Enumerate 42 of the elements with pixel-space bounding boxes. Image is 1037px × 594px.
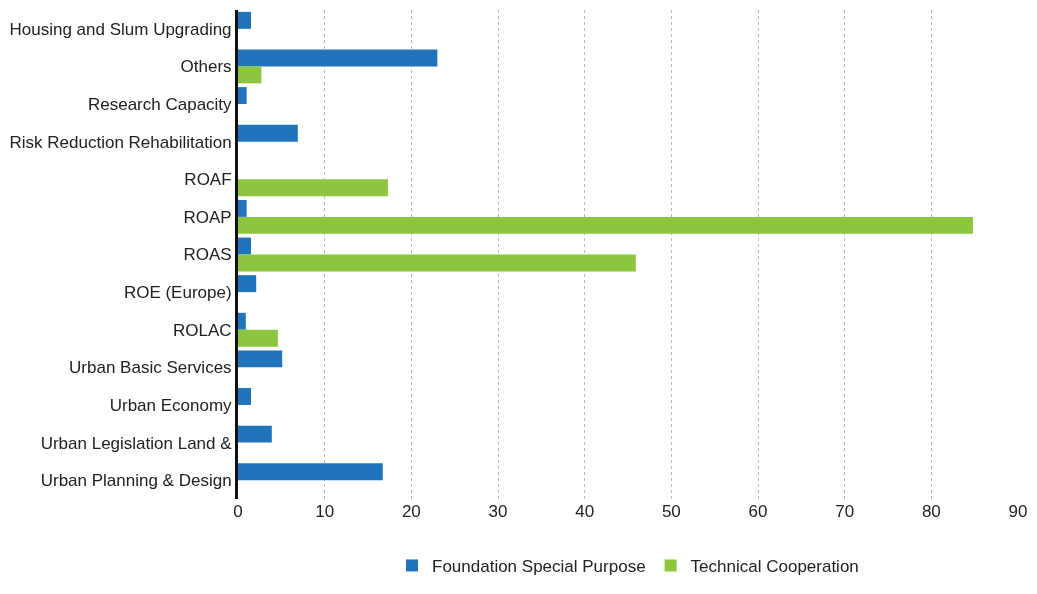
y-tick-label: Urban Basic Services <box>69 358 232 378</box>
bar <box>238 49 438 67</box>
x-tick-label: 0 <box>233 502 243 521</box>
y-tick-label: ROAP <box>183 207 232 227</box>
bar <box>238 124 298 142</box>
bar <box>238 350 283 368</box>
bar <box>238 312 246 330</box>
x-tick-label: 90 <box>1008 502 1028 521</box>
bar <box>238 216 973 234</box>
y-tick-label: Others <box>180 57 232 77</box>
x-tick-label: 10 <box>315 502 335 521</box>
bar <box>238 425 272 443</box>
bar <box>238 87 247 105</box>
y-tick-label: ROE (Europe) <box>123 283 232 303</box>
bar <box>238 329 278 347</box>
x-tick-label: 80 <box>921 502 941 521</box>
y-tick-label: ROAF <box>184 170 232 190</box>
y-tick-label: Urban Planning & Design <box>40 471 232 491</box>
y-tick-label: ROLAC <box>173 320 232 340</box>
bar <box>238 66 262 84</box>
bar <box>238 179 388 197</box>
bar <box>238 275 257 293</box>
x-tick-label: 50 <box>661 502 681 521</box>
bar <box>238 11 251 29</box>
legend-label: Technical Cooperation <box>690 557 859 577</box>
y-tick-label: Research Capacity <box>87 94 233 114</box>
x-tick-label: 70 <box>835 502 855 521</box>
legend-label: Foundation Special Purpose <box>432 557 646 577</box>
bar <box>238 463 383 481</box>
y-tick-label: ROAS <box>183 245 232 265</box>
x-tick-label: 40 <box>575 502 595 521</box>
y-tick-label: Housing and Slum Upgrading <box>9 19 232 39</box>
y-tick-label: Urban Economy <box>109 395 233 415</box>
x-tick-label: 30 <box>488 502 508 521</box>
bar <box>238 199 247 217</box>
bar <box>238 388 251 405</box>
y-tick-label: Risk Reduction Rehabilitation <box>9 132 232 152</box>
bar <box>238 237 251 255</box>
x-tick-label: 20 <box>401 502 421 521</box>
bar <box>238 254 636 272</box>
y-tick-label: Urban Legislation Land & <box>40 433 233 453</box>
x-tick-label: 60 <box>748 502 768 521</box>
